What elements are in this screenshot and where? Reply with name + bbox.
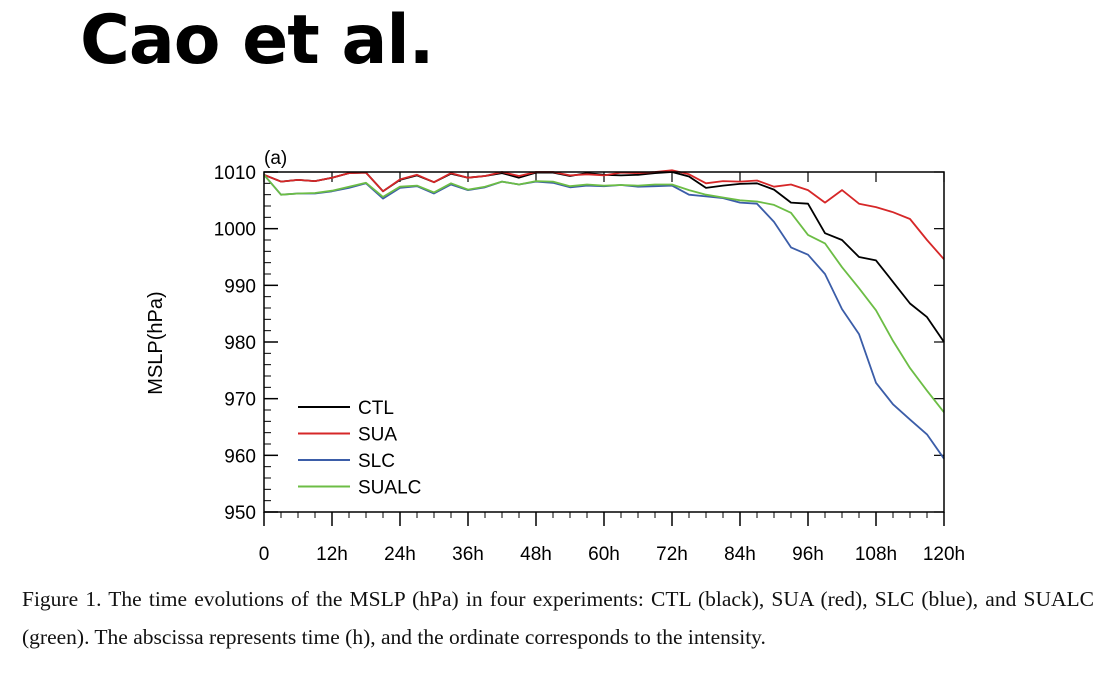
legend-label-sualc: SUALC bbox=[358, 478, 421, 499]
x-tick-label: 72h bbox=[656, 544, 688, 565]
x-tick-label: 12h bbox=[316, 544, 348, 565]
x-tick-label: 36h bbox=[452, 544, 484, 565]
slide-title: Cao et al. bbox=[80, 1, 435, 80]
x-tick-label: 108h bbox=[855, 544, 897, 565]
y-tick-label: 1000 bbox=[214, 220, 256, 241]
series-line-sualc bbox=[263, 174, 945, 413]
x-tick-label: 120h bbox=[923, 544, 965, 565]
y-tick-label: 960 bbox=[224, 446, 256, 467]
series-lines bbox=[263, 169, 945, 460]
x-tick-label: 24h bbox=[384, 544, 416, 565]
legend: CTL SUA SLC SUALC bbox=[298, 398, 421, 499]
series-line-ctl bbox=[263, 171, 945, 343]
x-tick-label: 84h bbox=[724, 544, 756, 565]
legend-label-ctl: CTL bbox=[358, 398, 394, 419]
legend-label-slc: SLC bbox=[358, 451, 395, 472]
panel-label: (a) bbox=[264, 148, 287, 169]
x-tick-label: 48h bbox=[520, 544, 552, 565]
x-tick-label: 0 bbox=[259, 544, 270, 565]
y-tick-label: 980 bbox=[224, 333, 256, 354]
legend-label-sua: SUA bbox=[358, 425, 397, 446]
y-tick-label: 1010 bbox=[214, 163, 256, 184]
plot-frame bbox=[263, 171, 945, 513]
minor-ticks bbox=[264, 182, 928, 518]
y-tick-label: 990 bbox=[224, 276, 256, 297]
series-line-sua bbox=[263, 169, 945, 260]
axis-ticks: 0 12h 24h 36h 48h 60h 72h 84h 96h 108h 120h 950 960 9… bbox=[214, 163, 965, 565]
y-tick-label: 950 bbox=[224, 503, 256, 524]
y-tick-label: 970 bbox=[224, 390, 256, 411]
figure-caption: Figure 1. The time evolutions of the MSL… bbox=[22, 587, 1094, 649]
y-axis-label: MSLP(hPa) bbox=[145, 291, 167, 394]
x-tick-label: 60h bbox=[588, 544, 620, 565]
x-tick-label: 96h bbox=[792, 544, 824, 565]
mslp-chart: (a) MSLP(hPa) 0 12h 24h 36h 48h 60h 72h 84h 96h 1… bbox=[145, 148, 965, 565]
